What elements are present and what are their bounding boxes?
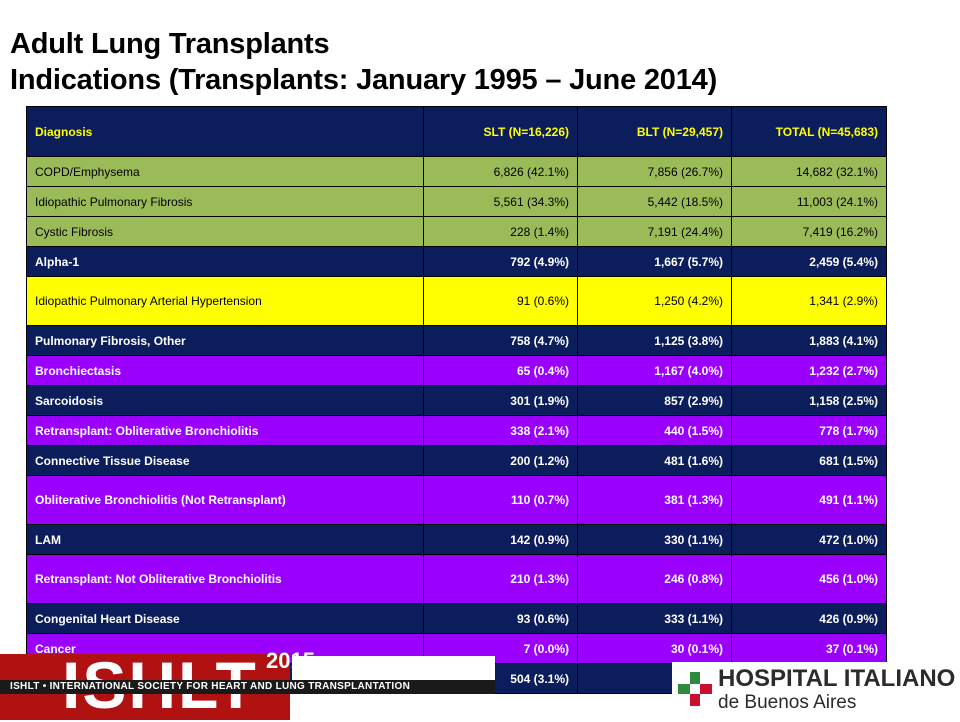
ishlt-logo-panel [292, 656, 495, 680]
table-row: Idiopathic Pulmonary Arterial Hypertensi… [26, 276, 887, 326]
cell-blt: 440 (1.5%) [577, 415, 732, 446]
cell-blt: 857 (2.9%) [577, 385, 732, 416]
hospital-name: HOSPITAL ITALIANO [718, 665, 956, 692]
cell-diagnosis: Retransplant: Obliterative Bronchiolitis [26, 415, 424, 446]
cell-blt: 330 (1.1%) [577, 524, 732, 555]
cell-diagnosis: COPD/Emphysema [26, 156, 424, 187]
cell-blt: 1,167 (4.0%) [577, 355, 732, 386]
cell-slt: 228 (1.4%) [423, 216, 578, 247]
page-title: Adult Lung Transplants Indications (Tran… [10, 26, 717, 98]
table-row: Connective Tissue Disease 200 (1.2%) 481… [26, 445, 887, 476]
cell-slt: 93 (0.6%) [423, 603, 578, 634]
cell-total: 472 (1.0%) [731, 524, 887, 555]
cell-diagnosis: Sarcoidosis [26, 385, 424, 416]
table-row: Retransplant: Not Obliterative Bronchiol… [26, 554, 887, 604]
cell-total: 778 (1.7%) [731, 415, 887, 446]
cell-diagnosis: Congenital Heart Disease [26, 603, 424, 634]
cell-slt: 142 (0.9%) [423, 524, 578, 555]
cell-diagnosis: Alpha-1 [26, 246, 424, 277]
cell-diagnosis: Cystic Fibrosis [26, 216, 424, 247]
cell-total: 14,682 (32.1%) [731, 156, 887, 187]
cell-blt: 333 (1.1%) [577, 603, 732, 634]
cell-slt: 6,826 (42.1%) [423, 156, 578, 187]
cell-blt: 7,856 (26.7%) [577, 156, 732, 187]
header-total: TOTAL (N=45,683) [731, 106, 887, 157]
cell-slt: 338 (2.1%) [423, 415, 578, 446]
cell-total: 7,419 (16.2%) [731, 216, 887, 247]
table-row: Alpha-1 792 (4.9%) 1,667 (5.7%) 2,459 (5… [26, 246, 887, 277]
table-row: Bronchiectasis 65 (0.4%) 1,167 (4.0%) 1,… [26, 355, 887, 386]
cell-slt: 65 (0.4%) [423, 355, 578, 386]
cell-total: 1,158 (2.5%) [731, 385, 887, 416]
table-header-row: Diagnosis SLT (N=16,226) BLT (N=29,457) … [26, 106, 887, 157]
table-row: COPD/Emphysema 6,826 (42.1%) 7,856 (26.7… [26, 156, 887, 187]
table-row: Retransplant: Obliterative Bronchiolitis… [26, 415, 887, 446]
cell-blt: 381 (1.3%) [577, 475, 732, 525]
cell-diagnosis: Connective Tissue Disease [26, 445, 424, 476]
cell-total: 2,459 (5.4%) [731, 246, 887, 277]
header-slt: SLT (N=16,226) [423, 106, 578, 157]
header-diagnosis: Diagnosis [26, 106, 424, 157]
header-blt: BLT (N=29,457) [577, 106, 732, 157]
cell-slt: 110 (0.7%) [423, 475, 578, 525]
cell-diagnosis: Pulmonary Fibrosis, Other [26, 325, 424, 356]
table-row: Pulmonary Fibrosis, Other 758 (4.7%) 1,1… [26, 325, 887, 356]
table-row: Cystic Fibrosis 228 (1.4%) 7,191 (24.4%)… [26, 216, 887, 247]
cell-total: 681 (1.5%) [731, 445, 887, 476]
cell-slt: 210 (1.3%) [423, 554, 578, 604]
table-row: Idiopathic Pulmonary Fibrosis 5,561 (34.… [26, 186, 887, 217]
title-line-2: Indications (Transplants: January 1995 –… [10, 64, 718, 96]
hospital-subtitle: de Buenos Aires [718, 692, 857, 713]
cell-total: 11,003 (24.1%) [731, 186, 887, 217]
hospital-logo-panel [672, 662, 960, 720]
table-row: Obliterative Bronchiolitis (Not Retransp… [26, 475, 887, 525]
cell-diagnosis: Obliterative Bronchiolitis (Not Retransp… [26, 475, 424, 525]
cell-diagnosis: Idiopathic Pulmonary Fibrosis [26, 186, 424, 217]
cell-blt: 7,191 (24.4%) [577, 216, 732, 247]
cell-total: 37 (0.1%) [731, 633, 887, 664]
cell-total: 491 (1.1%) [731, 475, 887, 525]
table-row: Sarcoidosis 301 (1.9%) 857 (2.9%) 1,158 … [26, 385, 887, 416]
cell-blt: 5,442 (18.5%) [577, 186, 732, 217]
cell-diagnosis: Retransplant: Not Obliterative Bronchiol… [26, 554, 424, 604]
cell-slt: 301 (1.9%) [423, 385, 578, 416]
cell-total: 426 (0.9%) [731, 603, 887, 634]
table-row: Congenital Heart Disease 93 (0.6%) 333 (… [26, 603, 887, 634]
ishlt-band: ISHLT • INTERNATIONAL SOCIETY FOR HEART … [0, 680, 495, 694]
cell-diagnosis: LAM [26, 524, 424, 555]
cell-diagnosis: Idiopathic Pulmonary Arterial Hypertensi… [26, 276, 424, 326]
cell-total: 1,232 (2.7%) [731, 355, 887, 386]
hospital-cross-icon [678, 672, 712, 706]
cell-slt: 792 (4.9%) [423, 246, 578, 277]
cell-slt: 5,561 (34.3%) [423, 186, 578, 217]
cell-slt: 758 (4.7%) [423, 325, 578, 356]
cell-blt: 1,250 (4.2%) [577, 276, 732, 326]
cell-slt: 91 (0.6%) [423, 276, 578, 326]
cell-slt: 200 (1.2%) [423, 445, 578, 476]
cell-blt: 1,125 (3.8%) [577, 325, 732, 356]
cell-total: 456 (1.0%) [731, 554, 887, 604]
cell-blt: 246 (0.8%) [577, 554, 732, 604]
cell-blt: 30 (0.1%) [577, 633, 732, 664]
cell-blt: 1,667 (5.7%) [577, 246, 732, 277]
table-row: LAM 142 (0.9%) 330 (1.1%) 472 (1.0%) [26, 524, 887, 555]
cell-total: 1,883 (4.1%) [731, 325, 887, 356]
cell-blt: 481 (1.6%) [577, 445, 732, 476]
indications-table: Diagnosis SLT (N=16,226) BLT (N=29,457) … [26, 106, 887, 694]
cell-diagnosis: Bronchiectasis [26, 355, 424, 386]
title-line-1: Adult Lung Transplants [10, 28, 330, 60]
cell-total: 1,341 (2.9%) [731, 276, 887, 326]
